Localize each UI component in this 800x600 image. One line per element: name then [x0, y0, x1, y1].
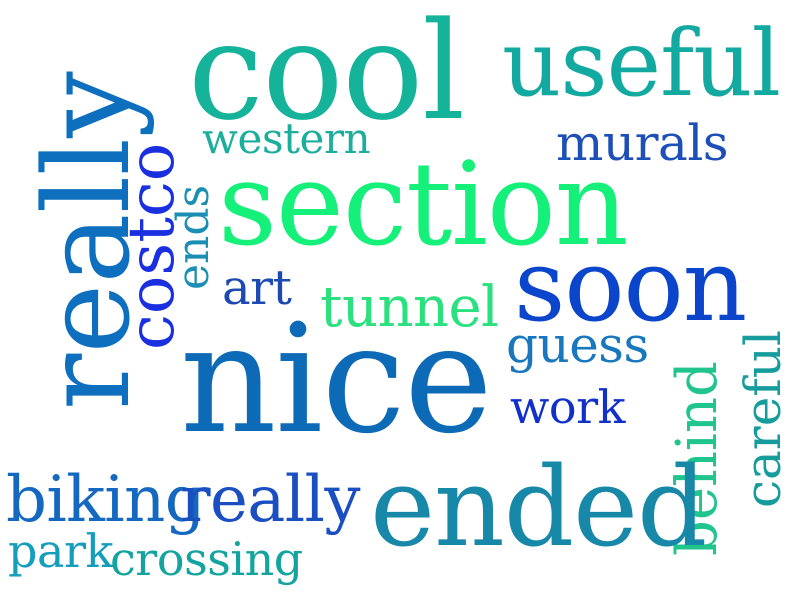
word-section: section — [218, 138, 629, 272]
word-work: work — [510, 380, 626, 434]
word-cool: cool — [188, 0, 465, 150]
word-soon: soon — [514, 227, 747, 344]
word-art: art — [222, 260, 292, 316]
word-nice: nice — [180, 293, 493, 467]
word-western: western — [202, 114, 371, 163]
word-ends: ends — [168, 184, 219, 290]
word-really-horizontal: really — [180, 463, 361, 537]
word-ended: ended — [370, 443, 707, 571]
word-biking: biking — [6, 463, 206, 537]
word-tunnel: tunnel — [320, 275, 499, 340]
word-crossing: crossing — [110, 532, 303, 586]
word-murals: murals — [556, 114, 728, 172]
word-careful: careful — [734, 329, 792, 508]
word-park: park — [8, 524, 113, 578]
word-guess: guess — [506, 316, 649, 374]
word-useful: useful — [502, 10, 781, 117]
